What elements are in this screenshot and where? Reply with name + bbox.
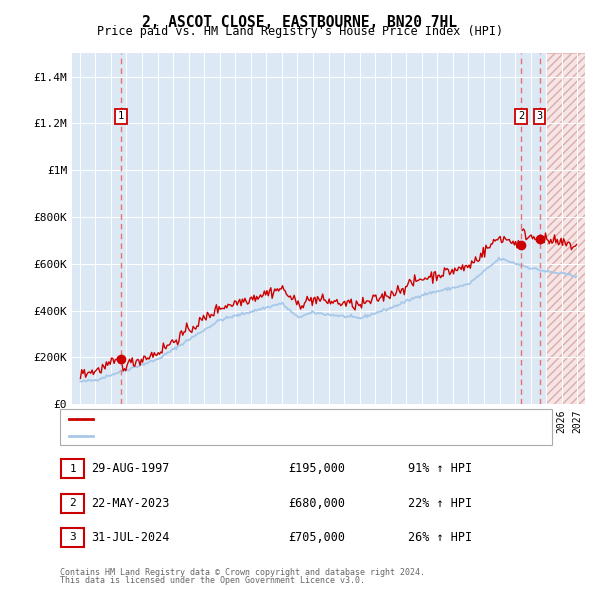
Text: 2: 2 <box>518 112 524 122</box>
Text: 26% ↑ HPI: 26% ↑ HPI <box>408 531 472 544</box>
Text: 2: 2 <box>69 498 76 508</box>
Bar <box>546 53 585 404</box>
Text: 3: 3 <box>536 112 543 122</box>
Text: 31-JUL-2024: 31-JUL-2024 <box>91 531 170 544</box>
Text: 2, ASCOT CLOSE, EASTBOURNE, BN20 7HL (detached house): 2, ASCOT CLOSE, EASTBOURNE, BN20 7HL (de… <box>97 414 428 424</box>
Text: This data is licensed under the Open Government Licence v3.0.: This data is licensed under the Open Gov… <box>60 576 365 585</box>
Text: 29-AUG-1997: 29-AUG-1997 <box>91 463 170 476</box>
Text: £195,000: £195,000 <box>288 463 345 476</box>
Text: Contains HM Land Registry data © Crown copyright and database right 2024.: Contains HM Land Registry data © Crown c… <box>60 568 425 577</box>
Text: 1: 1 <box>118 112 124 122</box>
Text: 2, ASCOT CLOSE, EASTBOURNE, BN20 7HL: 2, ASCOT CLOSE, EASTBOURNE, BN20 7HL <box>143 15 458 30</box>
Bar <box>546 53 585 404</box>
Text: £705,000: £705,000 <box>288 531 345 544</box>
Text: 3: 3 <box>69 532 76 542</box>
Text: HPI: Average price, detached house, Eastbourne: HPI: Average price, detached house, East… <box>97 431 385 441</box>
Text: 22-MAY-2023: 22-MAY-2023 <box>91 497 170 510</box>
Text: 91% ↑ HPI: 91% ↑ HPI <box>408 463 472 476</box>
Text: 1: 1 <box>69 464 76 474</box>
Text: Price paid vs. HM Land Registry's House Price Index (HPI): Price paid vs. HM Land Registry's House … <box>97 25 503 38</box>
Text: 22% ↑ HPI: 22% ↑ HPI <box>408 497 472 510</box>
Text: £680,000: £680,000 <box>288 497 345 510</box>
